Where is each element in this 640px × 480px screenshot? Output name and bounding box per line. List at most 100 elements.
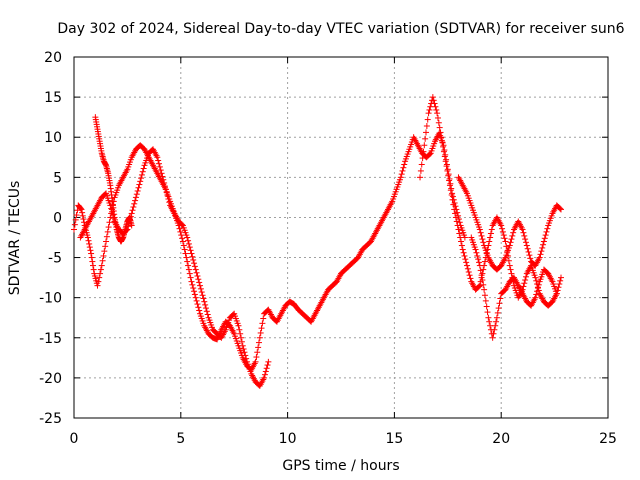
data-point [440, 148, 447, 155]
data-point [478, 272, 485, 279]
series-arc5 [455, 174, 565, 273]
data-point [442, 158, 449, 165]
data-point [183, 254, 190, 261]
data-point [156, 160, 163, 167]
data-point [191, 260, 198, 267]
data-point [243, 355, 250, 362]
data-point [542, 232, 549, 239]
data-point [134, 187, 141, 194]
data-point [540, 241, 547, 248]
data-point [480, 281, 487, 288]
data-point [128, 210, 135, 217]
data-point [88, 250, 95, 257]
data-point [417, 174, 424, 181]
data-point [162, 186, 169, 193]
data-point [457, 234, 464, 241]
data-point [79, 209, 86, 216]
data-point [522, 236, 529, 243]
data-point [538, 248, 545, 255]
data-point [156, 163, 163, 170]
data-point [97, 270, 104, 277]
data-point [165, 195, 172, 202]
data-point [86, 244, 93, 251]
data-point [447, 187, 454, 194]
data-point [100, 252, 107, 259]
data-point [78, 206, 85, 213]
data-point [130, 204, 137, 211]
data-point [129, 207, 136, 214]
data-point [259, 320, 266, 327]
data-point [460, 249, 467, 256]
data-point [453, 218, 460, 225]
grid-lines [74, 57, 608, 418]
data-point [555, 284, 562, 291]
data-point [533, 291, 540, 298]
data-point [417, 167, 424, 174]
data-point [532, 294, 539, 301]
data-point [188, 278, 195, 285]
data-point [523, 242, 530, 249]
data-point [102, 243, 109, 250]
axis-ticks: 0 5 10 15 20 25 -25 -20 -15 -10 -5 0 5 10 15 20 [39, 50, 617, 447]
data-point [195, 304, 202, 311]
data-point [136, 181, 143, 188]
data-point [420, 148, 427, 155]
data-point [400, 164, 407, 171]
data-point [488, 226, 495, 233]
data-point [492, 322, 499, 329]
data-point [490, 330, 497, 337]
data-point [200, 295, 207, 302]
data-point [556, 281, 563, 288]
data-point [241, 349, 248, 356]
data-point [423, 122, 430, 129]
data-point [187, 274, 194, 281]
data-point [77, 205, 84, 212]
data-point [192, 266, 199, 273]
data-point [132, 194, 139, 201]
data-point [450, 201, 457, 208]
data-point [441, 153, 448, 160]
data-point [429, 94, 436, 101]
data-point [493, 318, 500, 325]
data-point [437, 129, 444, 136]
data-point [558, 206, 565, 213]
data-point [198, 289, 205, 296]
data-point [185, 240, 192, 247]
x-tick-label: 25 [599, 431, 617, 447]
data-point [507, 266, 514, 273]
data-point [166, 199, 173, 206]
y-tick-label: 15 [44, 90, 62, 106]
data-point [265, 358, 272, 365]
data-point [71, 221, 78, 228]
data-markers [71, 94, 565, 389]
data-point [257, 329, 264, 336]
data-point [449, 196, 456, 203]
data-point [255, 339, 262, 346]
data-point [520, 229, 527, 236]
data-point [193, 269, 200, 276]
data-point [160, 176, 167, 183]
data-point [477, 267, 484, 274]
data-point [487, 234, 494, 241]
data-point [86, 240, 93, 247]
data-point [97, 266, 104, 273]
data-point [499, 225, 506, 232]
data-point [475, 259, 482, 266]
data-point [507, 239, 514, 246]
data-point [180, 242, 187, 249]
data-point [522, 273, 529, 280]
data-point [454, 222, 461, 229]
data-point [131, 200, 138, 207]
data-point [104, 228, 111, 235]
data-point [192, 294, 199, 301]
data-point [491, 326, 498, 333]
data-point [176, 225, 183, 232]
data-point [426, 151, 433, 158]
data-point [95, 278, 102, 285]
data-point [444, 167, 451, 174]
data-point [537, 251, 544, 258]
x-tick-label: 5 [176, 431, 185, 447]
data-point [484, 309, 491, 316]
data-point [202, 301, 209, 308]
data-point [540, 238, 547, 245]
